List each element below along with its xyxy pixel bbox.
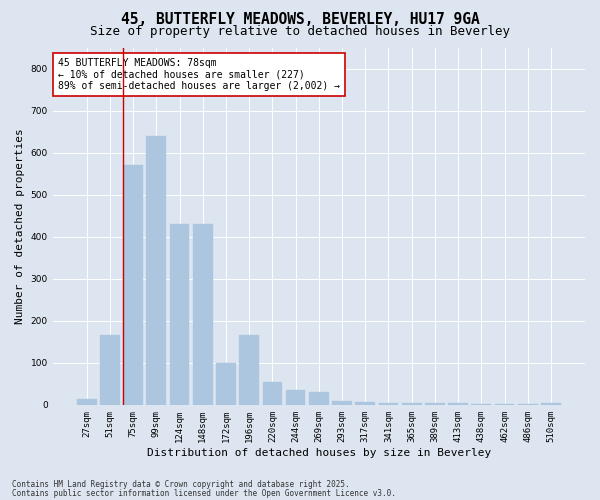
- Bar: [216, 363, 236, 405]
- Text: 45, BUTTERFLY MEADOWS, BEVERLEY, HU17 9GA: 45, BUTTERFLY MEADOWS, BEVERLEY, HU17 9G…: [121, 12, 479, 28]
- Bar: [309, 392, 329, 405]
- Bar: [494, 404, 514, 405]
- Bar: [402, 402, 422, 405]
- Bar: [263, 382, 282, 405]
- Bar: [239, 336, 259, 405]
- Bar: [286, 390, 305, 405]
- Text: Contains HM Land Registry data © Crown copyright and database right 2025.: Contains HM Land Registry data © Crown c…: [12, 480, 350, 489]
- Bar: [77, 398, 97, 405]
- Bar: [146, 136, 166, 405]
- Bar: [541, 403, 561, 405]
- Bar: [332, 400, 352, 405]
- Bar: [123, 165, 143, 405]
- Bar: [425, 403, 445, 405]
- Bar: [379, 402, 398, 405]
- Text: Contains public sector information licensed under the Open Government Licence v3: Contains public sector information licen…: [12, 488, 396, 498]
- Bar: [448, 403, 468, 405]
- Bar: [100, 336, 120, 405]
- X-axis label: Distribution of detached houses by size in Beverley: Distribution of detached houses by size …: [147, 448, 491, 458]
- Bar: [355, 402, 375, 405]
- Bar: [518, 404, 538, 405]
- Bar: [193, 224, 212, 405]
- Bar: [170, 224, 190, 405]
- Text: Size of property relative to detached houses in Beverley: Size of property relative to detached ho…: [90, 25, 510, 38]
- Bar: [472, 404, 491, 405]
- Text: 45 BUTTERFLY MEADOWS: 78sqm
← 10% of detached houses are smaller (227)
89% of se: 45 BUTTERFLY MEADOWS: 78sqm ← 10% of det…: [58, 58, 340, 92]
- Y-axis label: Number of detached properties: Number of detached properties: [15, 128, 25, 324]
